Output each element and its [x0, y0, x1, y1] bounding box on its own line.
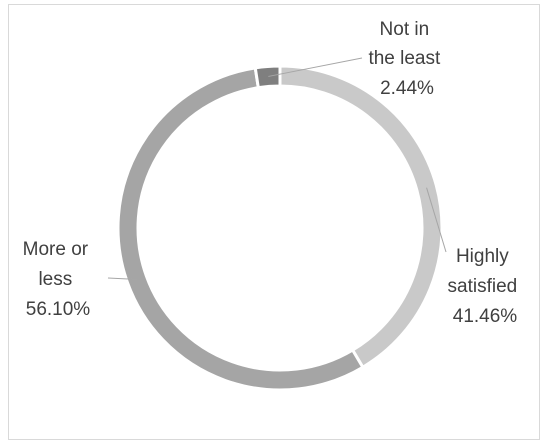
leader-line-group	[107, 57, 447, 280]
slice-not-in-the-least	[253, 64, 282, 90]
slice-label-more-or-less: More or less 56.10%	[23, 239, 94, 320]
slice-highly-satisfied	[278, 64, 444, 370]
slice-label-highly-satisfied-line1: Highly	[456, 246, 509, 267]
slice-label-not-in-the-least-line2: the least	[368, 48, 441, 69]
slice-group	[116, 64, 444, 392]
slice-value-more-or-less: 56.10%	[26, 299, 91, 320]
leader-line-not-in-the-least	[268, 57, 363, 77]
slice-label-highly-satisfied-line2: satisfied	[448, 276, 518, 297]
slice-label-more-or-less-line1: More or	[23, 239, 89, 260]
slice-value-highly-satisfied: 41.46%	[453, 306, 518, 327]
slice-label-highly-satisfied: Highly satisfied 41.46%	[448, 246, 523, 327]
leader-line-highly-satisfied	[426, 187, 447, 253]
slice-label-not-in-the-least-line1: Not in	[380, 19, 430, 40]
slice-label-more-or-less-line2: less	[38, 269, 72, 290]
slice-value-not-in-the-least: 2.44%	[380, 78, 434, 99]
slice-label-not-in-the-least: Not in the least 2.44%	[368, 19, 445, 99]
slice-more-or-less	[116, 66, 365, 392]
leader-line-more-or-less	[107, 277, 137, 280]
